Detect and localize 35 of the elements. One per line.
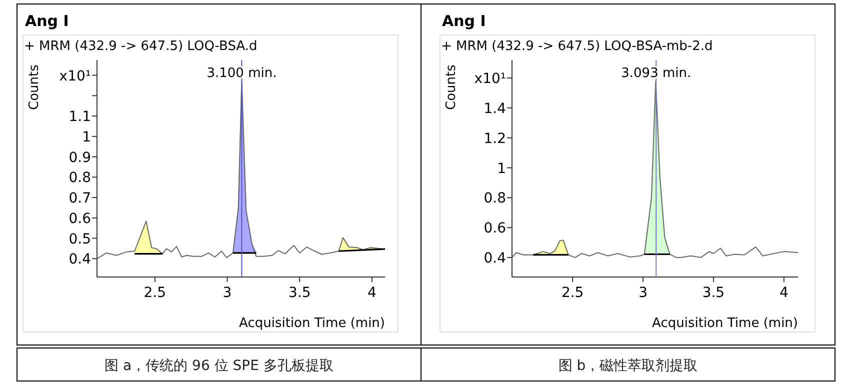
y-tick-label: 0.8 xyxy=(484,190,506,207)
chart-subtitle: + MRM (432.9 -> 647.5) LOQ-BSA.d xyxy=(24,39,258,54)
y-tick-label: 0.6 xyxy=(484,220,506,237)
x-tick-label: 4 xyxy=(368,285,377,301)
y-tick-label: 0.7 xyxy=(68,190,91,207)
x-tick-label: 3 xyxy=(222,285,232,301)
y-tick-label: 0.4 xyxy=(484,250,506,267)
x-tick-label: 3.5 xyxy=(702,285,725,301)
y-tick-label: x10¹ xyxy=(59,68,91,84)
chart-subtitle: + MRM (432.9 -> 647.5) LOQ-BSA-mb-2.d xyxy=(441,39,713,54)
y-tick-label: 1 xyxy=(82,129,91,146)
y-tick-label: 1 xyxy=(497,160,506,177)
x-axis-title: Acquisition Time (min) xyxy=(652,316,798,331)
y-tick-label: 0.5 xyxy=(68,231,91,248)
y-tick-label: 0.9 xyxy=(68,150,91,166)
y-tick-label: 1.1 xyxy=(68,109,91,126)
y-axis-title: Counts xyxy=(444,64,459,110)
x-tick-label: 2.5 xyxy=(561,285,584,301)
x-axis-title: Acquisition Time (min) xyxy=(239,316,385,331)
ref-line-label: 3.093 min. xyxy=(621,66,692,81)
y-tick-label: 0.8 xyxy=(68,170,91,186)
y-tick-label: 0.6 xyxy=(68,210,92,227)
x-tick-label: 4 xyxy=(779,285,788,301)
x-tick-label: 2.5 xyxy=(144,285,166,301)
y-tick-label: x10¹ xyxy=(474,70,506,87)
y-axis-title: Counts xyxy=(27,64,42,110)
x-tick-label: 3.5 xyxy=(288,285,311,301)
text: 图 b，磁性萃取剂提取 xyxy=(558,358,698,374)
y-tick-label: 0.4 xyxy=(68,252,92,268)
chart-title: Ang I xyxy=(25,12,69,30)
x-tick-label: 3 xyxy=(638,285,648,301)
chart-title: Ang I xyxy=(442,12,486,30)
y-tick-label: 1.4 xyxy=(484,100,506,117)
text: 图 a，传统的 96 位 SPE 多孔板提取 xyxy=(104,358,334,374)
y-tick-label: 1.2 xyxy=(484,130,506,147)
